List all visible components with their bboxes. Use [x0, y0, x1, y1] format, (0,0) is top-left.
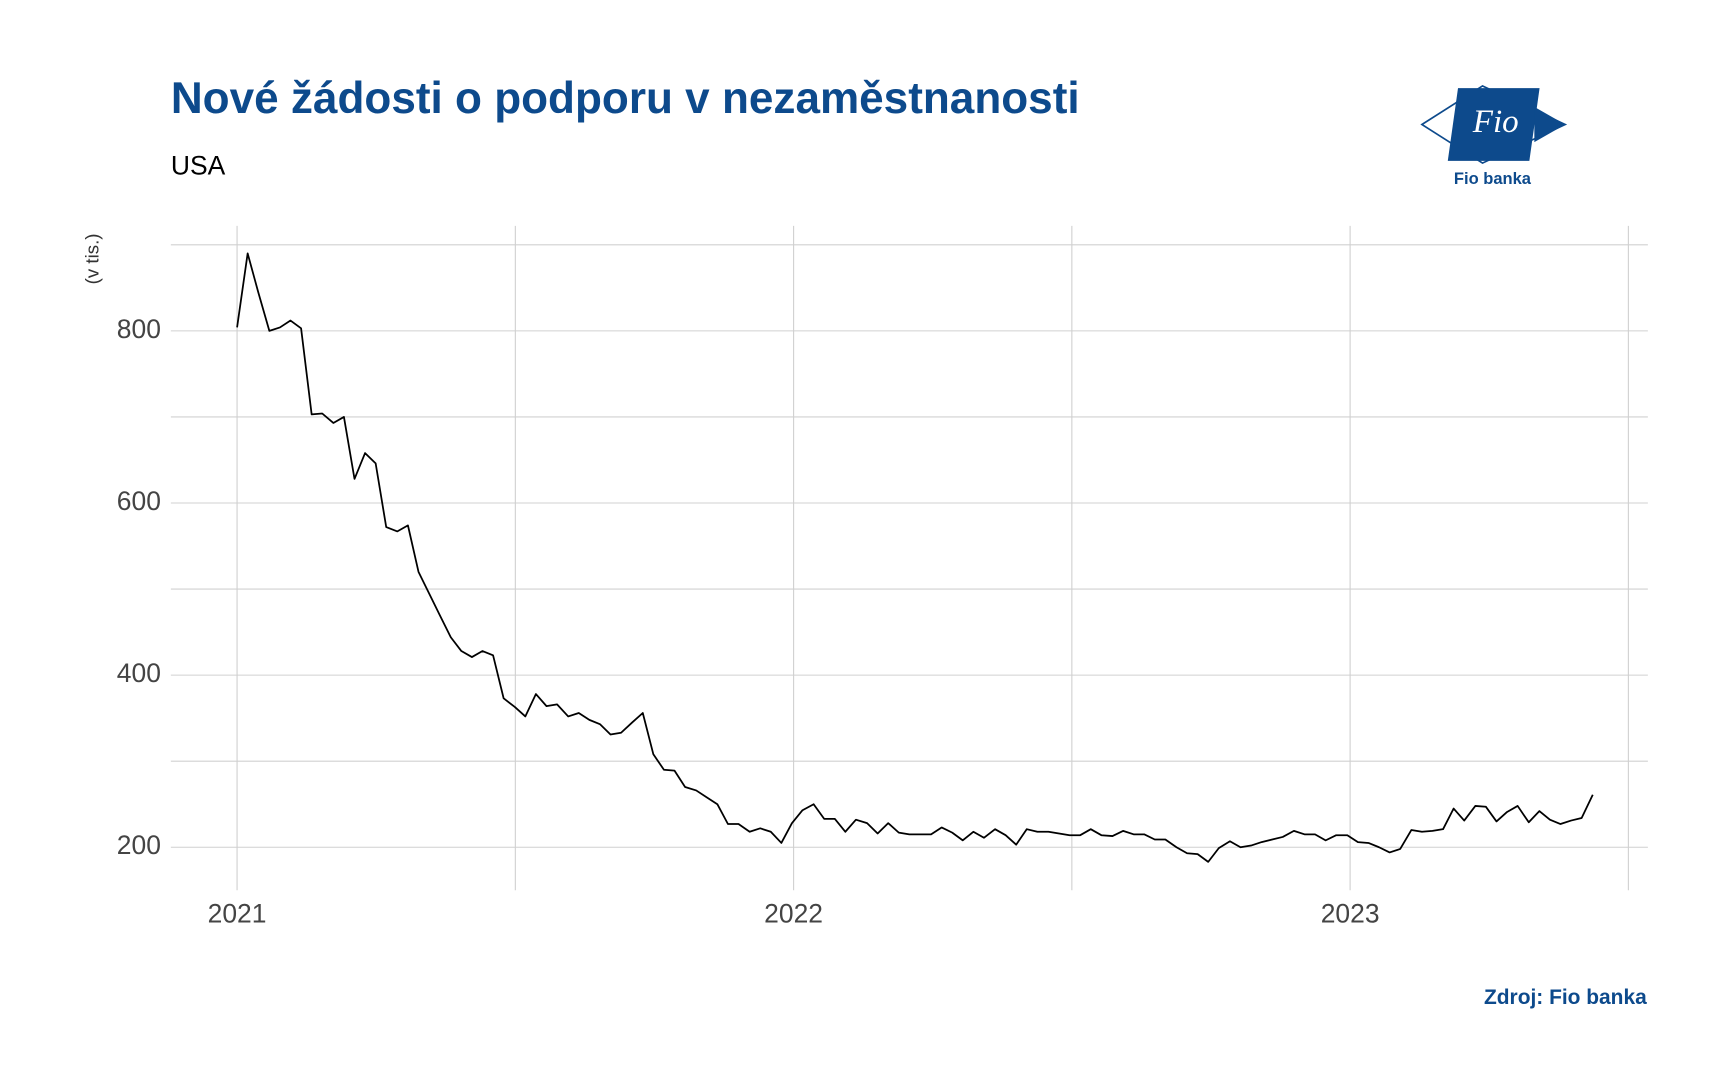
line-series — [236, 252, 1594, 863]
chart-title: Nové žádosti o podporu v nezaměstnanosti — [171, 74, 1080, 123]
logo-mark: Fio — [1472, 104, 1519, 140]
source: Zdroj: Fio banka — [1484, 986, 1647, 1009]
x-tick-label: 2023 — [1321, 899, 1380, 929]
x-tick-label: 2021 — [208, 899, 267, 929]
y-tick-label: 600 — [117, 486, 161, 516]
y-tick-label: 800 — [117, 314, 161, 344]
plot-area: 200 400 600 800 2021 2022 2023 — [117, 225, 1648, 929]
x-tick-label: 2022 — [764, 899, 823, 929]
y-tick-label: 200 — [117, 830, 161, 860]
logo-arrow — [1534, 106, 1566, 143]
logo-name: Fio banka — [1454, 169, 1532, 188]
logo: Fio Fio banka — [1420, 85, 1568, 188]
y-axis-label: (v tis.) — [82, 233, 103, 284]
y-tick-label: 400 — [117, 658, 161, 688]
logo-box — [1447, 88, 1540, 161]
chart-subtitle: USA — [171, 150, 226, 180]
